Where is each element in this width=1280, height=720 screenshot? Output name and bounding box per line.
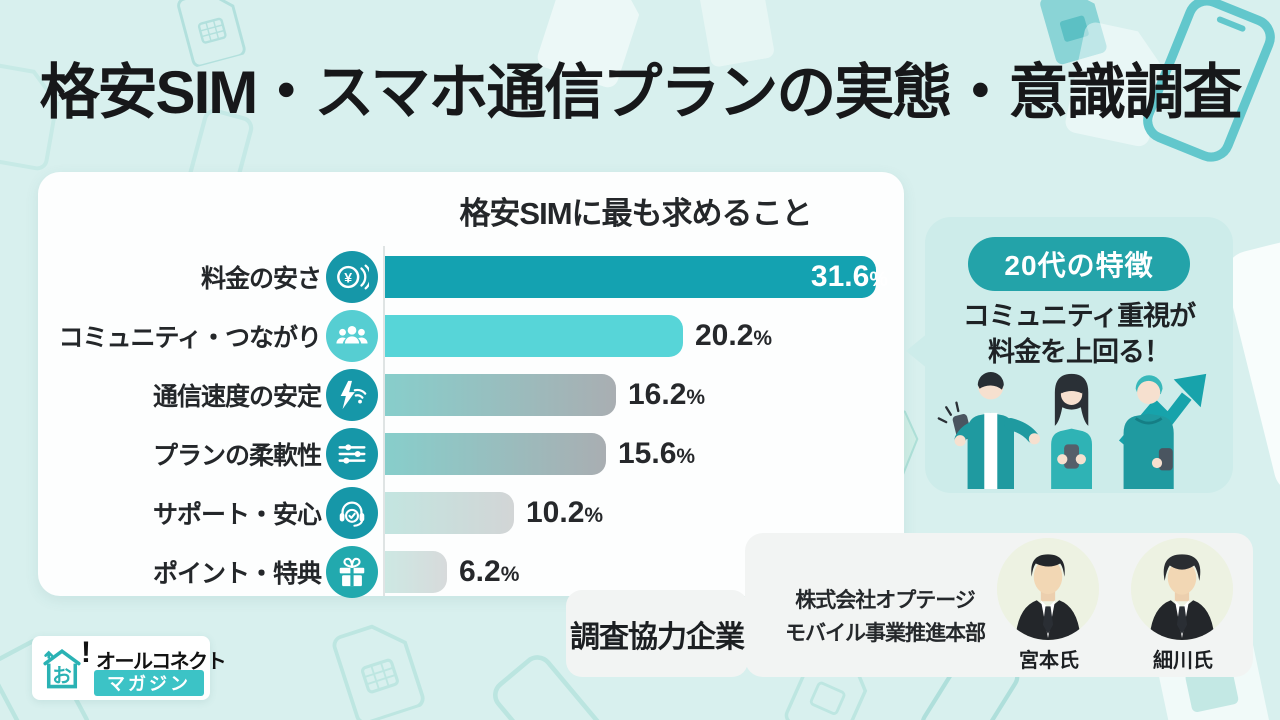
logo-name: オールコネクト	[96, 651, 227, 673]
bar-row: コミュニティ・つながり 20.2%	[38, 310, 904, 362]
bar-value-label: 6.2%	[459, 555, 520, 588]
partner-member: 宮本氏	[997, 538, 1101, 673]
bar-label: 料金の安さ	[200, 265, 322, 293]
bar-row: ポイント・特典 6.2%	[38, 546, 904, 598]
bar-row: 通信速度の安定 16.2%	[38, 369, 904, 421]
house-o-icon: お	[43, 648, 81, 689]
bar-value-label: 31.6%	[810, 260, 888, 293]
partner-panel: 株式会社オプテージ モバイル事業推進本部 宮本氏 細川氏	[745, 533, 1253, 677]
partner-company: 株式会社オプテージ モバイル事業推進本部	[775, 585, 995, 650]
bar-track: 16.2%	[383, 374, 904, 416]
chart-card: 格安SIMに最も求めること 料金の安さ ¥31.6% コミュニティ・つながり 20.2…	[38, 172, 904, 598]
bar-track: 31.6%	[383, 256, 904, 298]
bar-row: プランの柔軟性 15.6%	[38, 428, 904, 480]
bar-label: プランの柔軟性	[152, 442, 322, 470]
bolt-wifi-icon	[326, 369, 378, 421]
yen-coins-icon: ¥	[326, 251, 378, 303]
bar-track: 20.2%	[383, 315, 904, 357]
bar-label: サポート・安心	[152, 501, 322, 529]
bar-value-label: 10.2%	[526, 496, 604, 529]
callout-text: コミュニティ重視が 料金を上回る！	[925, 299, 1233, 370]
bubble-tail	[906, 333, 928, 369]
partner-heading: 調査協力企業	[570, 620, 745, 654]
member-name: 宮本氏	[1019, 650, 1079, 672]
bar-label: 通信速度の安定	[152, 383, 322, 411]
bar-label: コミュニティ・つながり	[58, 324, 322, 352]
all-connect-magazine-logo: お ! オールコネクト マガジン	[32, 636, 227, 700]
bar	[385, 492, 514, 534]
partner-company-line1: 株式会社オプテージ	[795, 589, 976, 612]
young-people-illustration	[935, 359, 1223, 489]
callout-line2: 料金を上回る！	[988, 336, 1171, 367]
svg-text:お: お	[52, 665, 71, 687]
headset-check-icon	[326, 487, 378, 539]
bar-label: ポイント・特典	[152, 560, 322, 588]
people-group-icon	[326, 310, 378, 362]
age20s-callout-bubble: 20代の特徴 コミュニティ重視が 料金を上回る！	[906, 217, 1233, 493]
svg-text:¥: ¥	[344, 271, 352, 287]
chart-title: 格安SIMに最も求めること	[459, 196, 812, 231]
bar-row: サポート・安心 10.2%	[38, 487, 904, 539]
member-photo	[1131, 538, 1233, 640]
bar-value-label: 20.2%	[695, 319, 773, 352]
bar	[385, 433, 606, 475]
bar	[385, 551, 447, 593]
bar	[385, 374, 616, 416]
bar-chart: 料金の安さ ¥31.6% コミュニティ・つながり 20.2% 通信速度の安定 16.2% プ…	[38, 251, 904, 610]
sliders-icon	[326, 428, 378, 480]
gift-icon	[326, 546, 378, 598]
bar-track: 15.6%	[383, 433, 904, 475]
age20s-badge: 20代の特徴	[968, 237, 1190, 291]
sim-card-decoration	[332, 624, 425, 720]
partner-company-line2: モバイル事業推進本部	[785, 621, 986, 645]
member-name: 細川氏	[1153, 650, 1213, 672]
bar-value-label: 15.6%	[618, 437, 696, 470]
partner-member: 細川氏	[1131, 538, 1235, 673]
bar-track: 10.2%	[383, 492, 904, 534]
partner-heading-box: 調査協力企業	[566, 590, 748, 677]
exclamation-mark: !	[81, 636, 91, 669]
bar	[385, 256, 876, 298]
bar-track: 6.2%	[383, 551, 904, 593]
callout-line1: コミュニティ重視が	[962, 301, 1196, 331]
logo-magazine-badge: マガジン	[94, 670, 204, 696]
chart-axis-line	[383, 246, 385, 596]
member-photo	[997, 538, 1099, 640]
bar-row: 料金の安さ ¥31.6%	[38, 251, 904, 303]
bar	[385, 315, 683, 357]
bar-value-label: 16.2%	[628, 378, 706, 411]
page-title: 格安SIM・スマホ通信プランの実態・意識調査	[39, 59, 1243, 126]
